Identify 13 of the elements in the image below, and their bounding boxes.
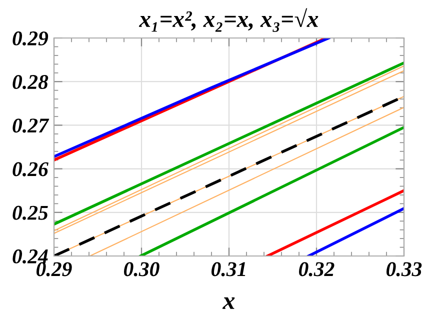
y-tick-label: 0.25 [12,206,48,220]
y-tick-label: 0.29 [12,31,48,46]
x-tick-label: 0.29 [36,262,72,276]
chart-title: x₁=x², x₂=x, x₃=√x [138,8,318,32]
x-tick-label: 0.32 [298,262,334,276]
x-tick-label: 0.33 [386,262,422,276]
x-tick-label: 0.31 [211,262,246,276]
y-tick-label: 0.24 [12,249,48,264]
y-tick-label: 0.26 [12,162,48,176]
x-tick-label: 0.30 [124,262,160,276]
y-tick-label: 0.27 [12,118,50,133]
y-tick-label: 0.28 [12,74,48,90]
x-axis-title: x [222,297,235,309]
